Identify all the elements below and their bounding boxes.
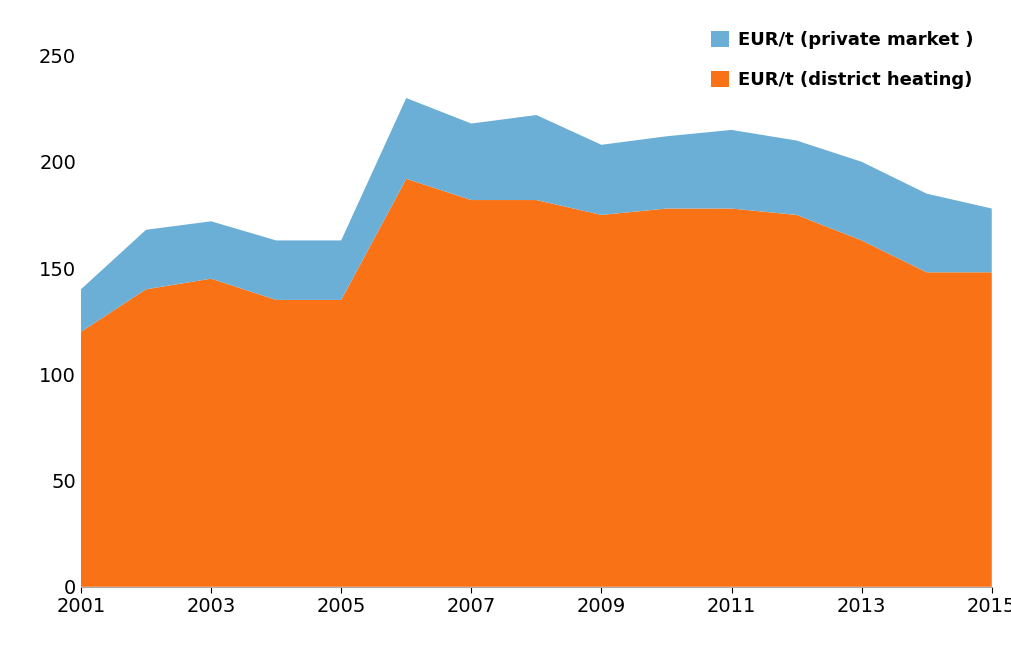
Legend: EUR/t (private market ), EUR/t (district heating): EUR/t (private market ), EUR/t (district… [702, 22, 982, 98]
